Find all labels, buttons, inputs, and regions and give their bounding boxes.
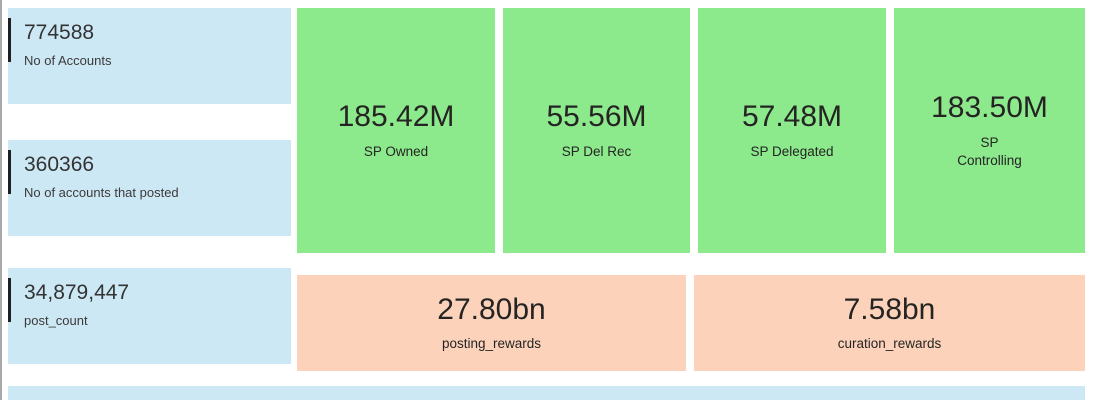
kpi-value: 57.48M xyxy=(741,100,843,133)
kpi-card-sp-owned: 185.42M SP Owned xyxy=(297,8,495,253)
kpi-label: post_count xyxy=(24,313,88,328)
kpi-value: 774588 xyxy=(24,21,95,44)
kpi-card-sp-delegated: 57.48M SP Delegated xyxy=(698,8,886,253)
kpi-value: 7.58bn xyxy=(843,293,936,326)
kpi-label: No of Accounts xyxy=(24,53,112,68)
kpi-value: 27.80bn xyxy=(437,293,546,326)
kpi-value: 183.50M xyxy=(931,91,1048,124)
accent-bar xyxy=(8,278,11,322)
kpi-label: posting_rewards xyxy=(441,336,542,351)
kpi-value: 55.56M xyxy=(546,100,647,133)
kpi-card-curation-rewards: 7.58bn curation_rewards xyxy=(694,275,1085,371)
kpi-card-sp-del-rec: 55.56M SP Del Rec xyxy=(503,8,690,253)
kpi-label: SP Del Rec xyxy=(561,144,632,159)
kpi-label: SP Delegated xyxy=(750,144,834,159)
kpi-card-post-count: 34,879,447 post_count xyxy=(8,268,291,364)
clipped-card-strip xyxy=(8,386,1085,400)
kpi-label: No of accounts that posted xyxy=(24,185,179,200)
accent-bar xyxy=(8,150,11,194)
kpi-value: 34,879,447 xyxy=(24,281,130,304)
kpi-label: curation_rewards xyxy=(837,336,942,351)
kpi-card-accounts-posted: 360366 No of accounts that posted xyxy=(8,140,291,236)
kpi-label: SP Controlling xyxy=(957,135,1022,168)
kpi-value: 360366 xyxy=(24,153,95,176)
kpi-card-accounts: 774588 No of Accounts xyxy=(8,8,291,104)
left-edge-line xyxy=(0,0,2,400)
kpi-value: 185.42M xyxy=(337,100,455,133)
kpi-card-sp-controlling: 183.50M SP Controlling xyxy=(894,8,1085,253)
kpi-card-posting-rewards: 27.80bn posting_rewards xyxy=(297,275,686,371)
kpi-label: SP Owned xyxy=(363,144,429,159)
accent-bar xyxy=(8,18,11,62)
